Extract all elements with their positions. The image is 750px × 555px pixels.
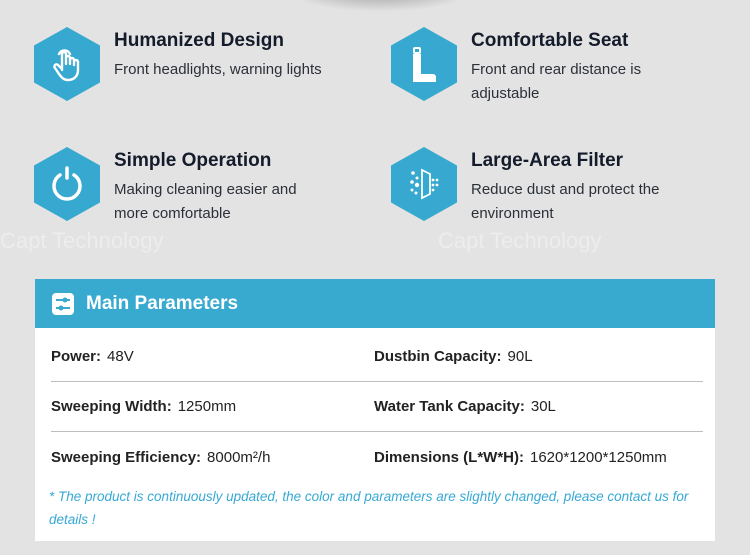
panel-title: Main Parameters (86, 292, 239, 314)
product-shadow (280, 0, 480, 12)
param-sweeping-efficiency: Sweeping Efficiency: 8000m²/h (51, 449, 374, 466)
param-dimensions: Dimensions (L*W*H): 1620*1200*1250mm (374, 449, 697, 466)
feature-desc: Front headlights, warning lights (114, 61, 322, 78)
param-value: 8000m²/h (207, 448, 271, 466)
param-value: 1250mm (177, 398, 237, 415)
param-sweeping-width: Sweeping Width: 1250mm (51, 398, 374, 415)
feature-humanized-design: Humanized Design Front headlights, warni… (34, 27, 364, 107)
feature-desc: Front and rear distance is adjustable (471, 61, 642, 102)
feature-desc: Reduce dust and protect the environment (471, 181, 660, 222)
disclaimer-note: * The product is continuously updated, t… (49, 489, 689, 527)
param-value: 1620*1200*1250mm (530, 448, 667, 466)
main-parameters-panel: Main Parameters Power: 48V Dustbin Capaci… (35, 279, 715, 541)
param-label: Sweeping Width: (51, 398, 172, 415)
power-icon (34, 147, 100, 221)
feature-title: Comfortable Seat (471, 30, 629, 51)
feature-comfortable-seat: Comfortable Seat Front and rear distance… (391, 27, 721, 107)
feature-title: Large-Area Filter (471, 150, 624, 171)
param-label: Power: (51, 348, 102, 365)
parameters-table: Power: 48V Dustbin Capacity: 90L Sweeping … (51, 332, 703, 482)
param-label: Dimensions (L*W*H): (374, 448, 524, 466)
param-value: 90L (507, 348, 533, 365)
feature-title: Simple Operation (114, 150, 272, 171)
sliders-icon (52, 292, 74, 315)
table-row: Sweeping Efficiency: 8000m²/h Dimensions … (51, 432, 703, 482)
param-power: Power: 48V (51, 348, 374, 365)
feature-desc: Making cleaning easier and more comforta… (114, 181, 297, 222)
watermark: Capt Technology (438, 228, 602, 253)
seat-icon (391, 27, 457, 101)
feature-title: Humanized Design (114, 30, 284, 51)
feature-large-area-filter: Large-Area Filter Reduce dust and protec… (391, 147, 721, 227)
table-row: Sweeping Width: 1250mm Water Tank Capacit… (51, 382, 703, 432)
table-row: Power: 48V Dustbin Capacity: 90L (51, 332, 703, 382)
feature-simple-operation: Simple Operation Making cleaning easier … (34, 147, 364, 227)
param-value: 30L (530, 398, 556, 415)
param-label: Sweeping Efficiency: (51, 448, 202, 466)
watermark: Capt Technology (0, 228, 164, 253)
param-water-tank-capacity: Water Tank Capacity: 30L (374, 398, 697, 415)
filter-icon (391, 147, 457, 221)
param-label: Water Tank Capacity: (374, 398, 525, 415)
panel-header: Main Parameters (35, 279, 715, 328)
param-value: 48V (107, 348, 134, 365)
hand-tap-icon (34, 27, 100, 101)
param-label: Dustbin Capacity: (374, 348, 502, 365)
param-dustbin-capacity: Dustbin Capacity: 90L (374, 348, 697, 365)
